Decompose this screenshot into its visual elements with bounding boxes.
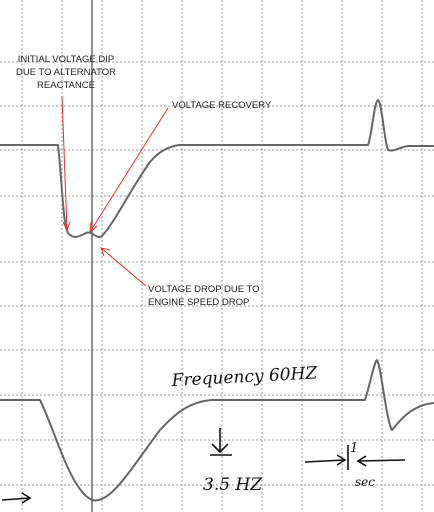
- down-arrow: [210, 428, 232, 455]
- annotation-line: VOLTAGE RECOVERY: [172, 100, 272, 111]
- annotation-line: ENGINE SPEED DROP: [148, 297, 249, 308]
- recording-diagram: INITIAL VOLTAGE DIP DUE TO ALTERNATOR RE…: [0, 0, 434, 512]
- handwritten-label: sec: [355, 475, 375, 489]
- annotation-line: REACTANCE: [37, 80, 95, 91]
- handwritten-label: 3.5 HZ: [203, 475, 263, 495]
- annotation-line: INITIAL VOLTAGE DIP: [18, 54, 114, 65]
- handwritten-label: 1: [350, 441, 358, 456]
- handwritten-label: Frequency 60HZ: [170, 363, 319, 391]
- arrow: [101, 248, 146, 286]
- annotation-line: VOLTAGE DROP DUE TO: [148, 284, 260, 295]
- left-arrow: [2, 493, 30, 503]
- annotation-line: DUE TO ALTERNATOR: [16, 67, 116, 78]
